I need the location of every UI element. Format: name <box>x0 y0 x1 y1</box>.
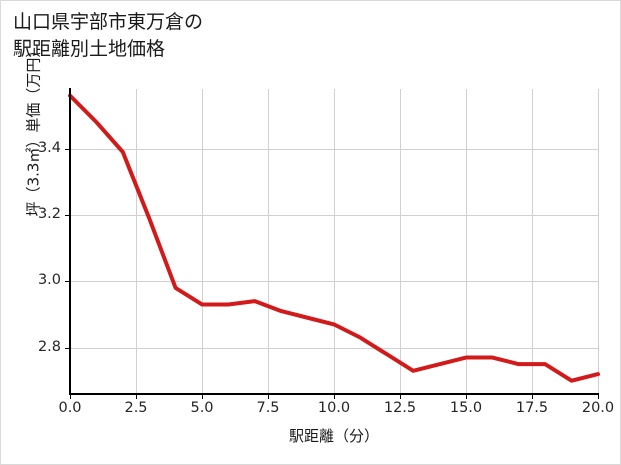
x-tick-label: 12.5 <box>383 400 417 416</box>
y-tick-mark <box>65 148 69 150</box>
x-tick-mark <box>268 395 269 399</box>
x-tick-label: 17.5 <box>515 400 549 416</box>
y-tick-label: 3.0 <box>37 272 61 289</box>
gridline-vertical <box>598 89 599 394</box>
x-tick-mark <box>70 395 71 399</box>
y-axis-spine <box>69 88 71 395</box>
x-tick-label: 5.0 <box>190 400 214 416</box>
x-tick-mark <box>532 395 533 399</box>
x-tick-label: 15.0 <box>449 400 483 416</box>
x-tick-mark <box>202 395 203 399</box>
x-axis-spine <box>69 393 599 395</box>
y-tick-label: 2.8 <box>37 338 61 355</box>
x-tick-mark <box>400 395 401 399</box>
x-tick-mark <box>334 395 335 399</box>
y-tick-label: 3.4 <box>37 139 61 156</box>
chart-title: 山口県宇部市東万倉の 駅距離別土地価格 <box>13 11 204 60</box>
gridline-vertical <box>202 89 203 394</box>
price-line-series <box>68 93 600 383</box>
x-tick-label: 7.5 <box>256 400 280 416</box>
gridline-vertical <box>268 89 269 394</box>
gridline-vertical <box>532 89 533 394</box>
y-tick-mark <box>65 347 69 349</box>
y-tick-label: 3.2 <box>37 206 61 222</box>
x-tick-mark <box>136 395 137 399</box>
line-series-svg <box>68 93 600 383</box>
y-tick-mark <box>65 281 69 283</box>
gridline-vertical <box>400 89 401 394</box>
x-tick-label: 0.0 <box>58 400 82 416</box>
y-axis-title: 坪（3.3㎡）単価（万円） <box>24 42 43 217</box>
gridline-vertical <box>136 89 137 394</box>
gridline-vertical <box>466 89 467 394</box>
y-tick-mark <box>65 215 69 216</box>
x-tick-label: 10.0 <box>317 400 351 416</box>
plot-area <box>68 89 600 394</box>
x-tick-mark <box>466 395 467 399</box>
x-tick-label: 20.0 <box>581 400 615 416</box>
gridline-vertical <box>334 89 335 394</box>
x-tick-label: 2.5 <box>124 400 148 416</box>
x-axis-title: 駅距離（分） <box>288 427 379 445</box>
x-tick-mark <box>598 395 599 399</box>
